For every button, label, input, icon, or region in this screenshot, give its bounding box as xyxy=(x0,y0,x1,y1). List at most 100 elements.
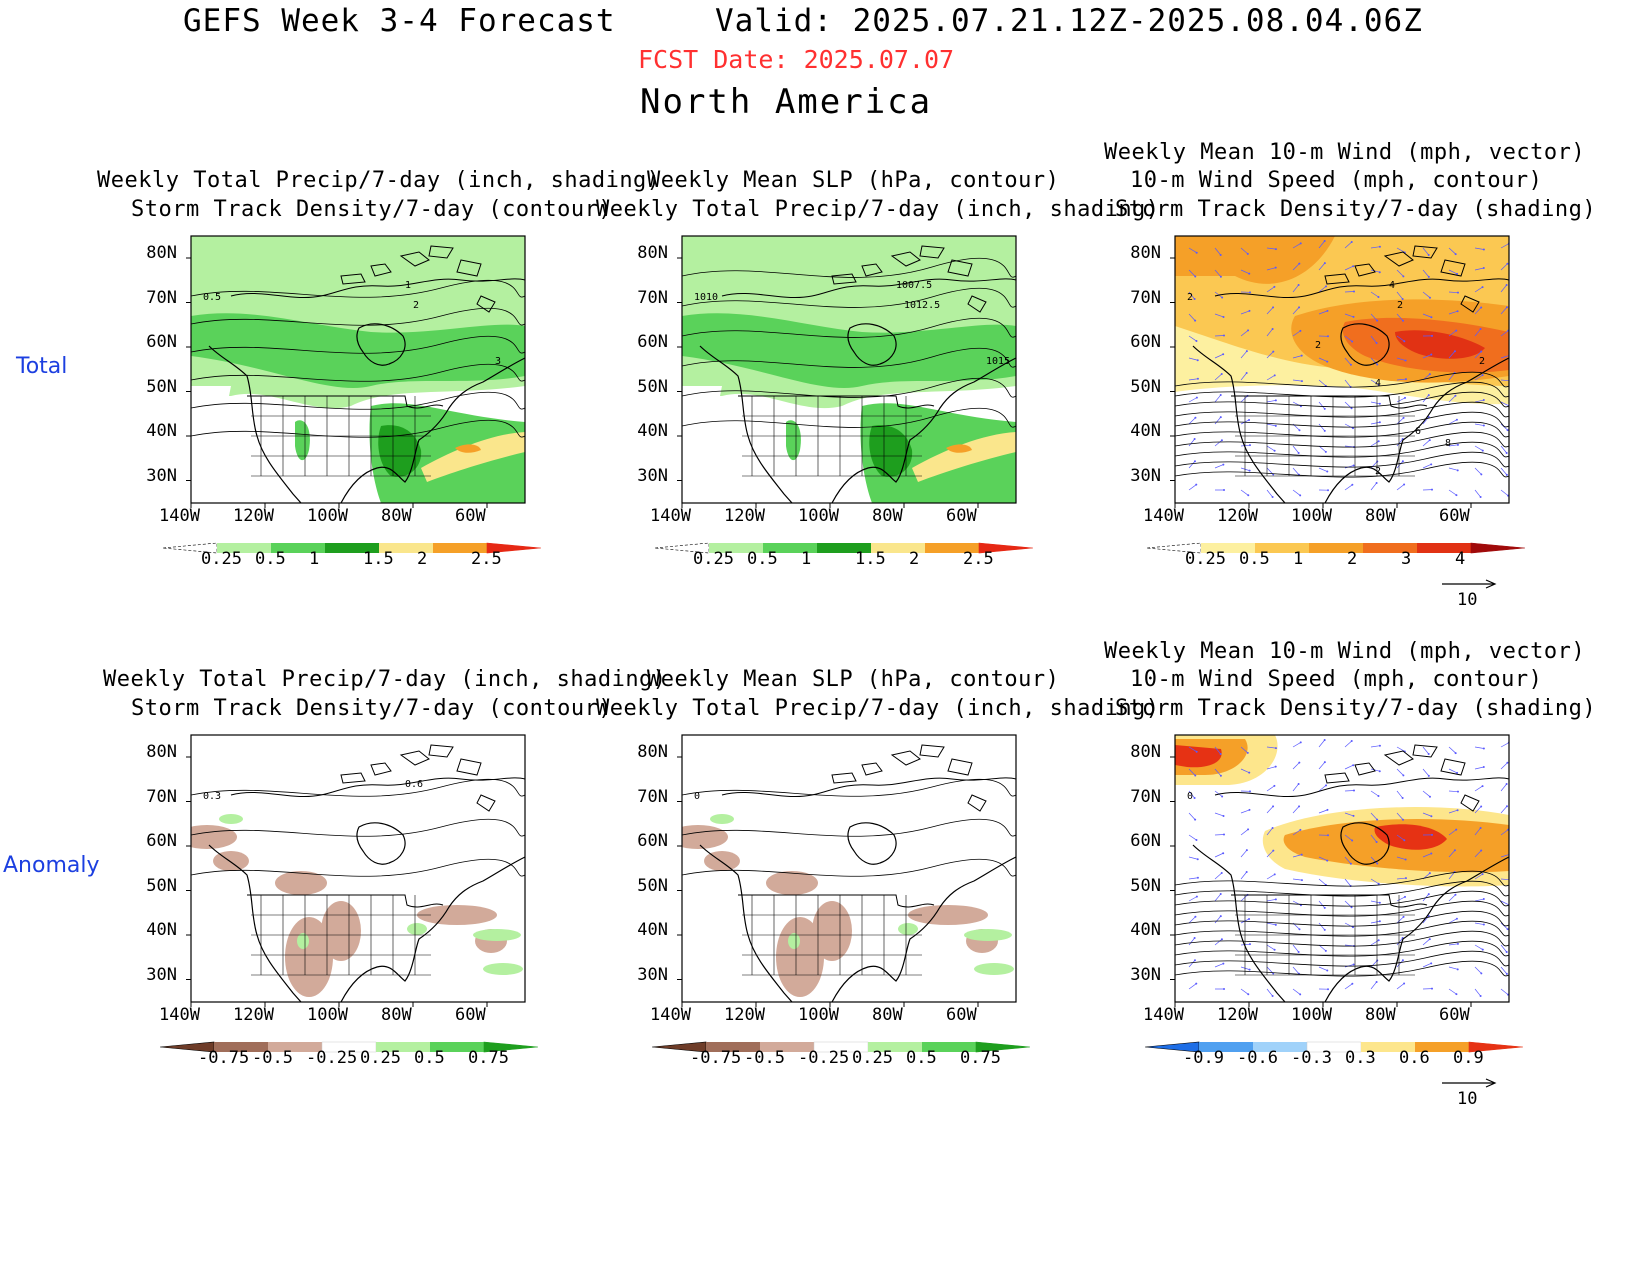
latitude-tick-label: 50N xyxy=(637,376,668,397)
longitude-tick-label: 100W xyxy=(1291,1005,1332,1025)
panel-2-title-line2: Weekly Total Precip/7-day (inch, shading… xyxy=(596,197,1160,222)
latitude-tick-label: 40N xyxy=(637,421,668,441)
colorbar-tick-label: 1 xyxy=(309,549,320,569)
latitude-tick-label: 80N xyxy=(146,243,177,263)
longitude-tick-label: 80W xyxy=(381,1005,412,1025)
colorbar-tick-label: 2 xyxy=(1347,549,1358,569)
longitude-tick-label: 140W xyxy=(159,1005,200,1025)
latitude-tick-label: 70N xyxy=(146,786,177,807)
colorbar-tick-label: 0.25 xyxy=(1185,549,1226,569)
latitude-tick-label: 80N xyxy=(146,742,177,762)
colorbar-storm_anom xyxy=(1145,1041,1524,1053)
latitude-tick-label: 70N xyxy=(637,287,668,308)
contour-label: 4 xyxy=(1375,378,1381,389)
panel-5-title-line2: Weekly Total Precip/7-day (inch, shading… xyxy=(596,696,1160,721)
latitude-tick-label: 50N xyxy=(637,875,668,896)
map-panel-slp-precip-total: 1010 1007.5 1012.5 1015 xyxy=(672,231,1026,515)
longitude-tick-label: 60W xyxy=(946,506,977,526)
latitude-tick-label: 70N xyxy=(637,786,668,807)
vector-reference-arrow-icon xyxy=(1442,1078,1497,1088)
panel-2-title-line1: Weekly Mean SLP (hPa, contour) xyxy=(647,168,1060,193)
contour-label: 2 xyxy=(1375,466,1381,477)
colorbar-tick-label: 1.5 xyxy=(363,549,394,569)
contour-label: 6 xyxy=(1415,426,1421,437)
colorbar-tick-label: -0.75 xyxy=(690,1048,742,1068)
colorbar-tick-label: 0.5 xyxy=(414,1048,445,1068)
longitude-tick-label: 140W xyxy=(650,506,691,526)
colorbar-tick-label: 1 xyxy=(1293,549,1304,569)
colorbar-tick-label: 0.6 xyxy=(1399,1048,1430,1068)
latitude-tick-label: 80N xyxy=(1130,742,1161,762)
longitude-tick-label: 80W xyxy=(872,1005,903,1025)
longitude-tick-label: 60W xyxy=(1439,1005,1470,1025)
latitude-tick-label: 60N xyxy=(637,332,668,352)
latitude-tick-label: 80N xyxy=(637,742,668,762)
colorbar-tick-label: 3 xyxy=(1401,549,1412,569)
colorbar-precip_total xyxy=(163,542,542,554)
longitude-tick-label: 140W xyxy=(159,506,200,526)
contour-label: 8 xyxy=(1445,438,1451,449)
longitude-tick-label: 120W xyxy=(724,506,765,526)
colorbar-tick-label: 0.25 xyxy=(201,549,242,569)
colorbar-tick-label: 0.5 xyxy=(255,549,286,569)
region-title: North America xyxy=(640,82,933,122)
contour-label: 1012.5 xyxy=(904,300,940,311)
latitude-tick-label: 70N xyxy=(1130,786,1161,807)
contour-label: 1015 xyxy=(986,356,1010,367)
latitude-tick-label: 30N xyxy=(1130,964,1161,985)
colorbar-precip_total xyxy=(655,542,1034,554)
latitude-tick-label: 60N xyxy=(1130,831,1161,851)
contour-label: 1007.5 xyxy=(896,280,932,291)
contour-label: 0.6 xyxy=(405,779,423,790)
latitude-tick-label: 50N xyxy=(146,875,177,896)
latitude-tick-label: 60N xyxy=(146,332,177,352)
map-panel-wind-storm-anomaly: 0 xyxy=(1165,730,1519,1014)
panel-1-title-line2: Storm Track Density/7-day (contour) xyxy=(131,197,613,222)
panel-3-title-line2: Storm Track Density/7-day (shading) xyxy=(1115,197,1597,222)
latitude-tick-label: 40N xyxy=(146,920,177,940)
contour-label: 2 xyxy=(1479,356,1485,367)
colorbar-tick-label: 2 xyxy=(909,549,920,569)
contour-label: 2 xyxy=(413,300,419,311)
colorbar-precip_anom xyxy=(160,1041,539,1053)
longitude-tick-label: 60W xyxy=(946,1005,977,1025)
vector-reference-anomaly xyxy=(1440,1075,1500,1094)
colorbar-tick-label: 0.5 xyxy=(906,1048,937,1068)
colorbar-tick-label: 0.75 xyxy=(468,1048,509,1068)
latitude-tick-label: 50N xyxy=(146,376,177,397)
panel-6-title-line1: 10-m Wind Speed (mph, contour) xyxy=(1130,667,1543,692)
colorbar-tick-label: -0.25 xyxy=(306,1048,358,1068)
longitude-tick-label: 140W xyxy=(1143,506,1184,526)
panel-5-title-line1: Weekly Mean SLP (hPa, contour) xyxy=(647,667,1060,692)
panel-6-title-line0: Weekly Mean 10-m Wind (mph, vector) xyxy=(1104,639,1586,664)
longitude-tick-label: 80W xyxy=(381,506,412,526)
colorbar-tick-label: 0.9 xyxy=(1453,1048,1484,1068)
latitude-tick-label: 60N xyxy=(146,831,177,851)
colorbar-tick-label: 0.5 xyxy=(747,549,778,569)
panel-3-title-line1: 10-m Wind Speed (mph, contour) xyxy=(1130,168,1543,193)
colorbar-tick-label: 1 xyxy=(801,549,812,569)
colorbar-tick-label: 0.3 xyxy=(1345,1048,1376,1068)
longitude-tick-label: 120W xyxy=(724,1005,765,1025)
valid-range: Valid: 2025.07.21.12Z-2025.08.04.06Z xyxy=(715,3,1423,39)
latitude-tick-label: 50N xyxy=(1130,875,1161,896)
latitude-tick-label: 80N xyxy=(1130,243,1161,263)
figure-title: GEFS Week 3-4 Forecast xyxy=(183,3,616,39)
row-label-anomaly: Anomaly xyxy=(3,853,100,878)
latitude-tick-label: 30N xyxy=(637,964,668,985)
colorbar-tick-label: 0.25 xyxy=(693,549,734,569)
latitude-tick-label: 30N xyxy=(1130,465,1161,486)
panel-6-title-line2: Storm Track Density/7-day (shading) xyxy=(1115,696,1597,721)
latitude-tick-label: 40N xyxy=(637,920,668,940)
longitude-tick-label: 60W xyxy=(455,506,486,526)
longitude-tick-label: 100W xyxy=(798,1005,839,1025)
latitude-tick-label: 70N xyxy=(1130,287,1161,308)
vector-reference-arrow-icon xyxy=(1442,579,1497,589)
map-panel-precip-storm-anomaly: 0.3 0.6 xyxy=(181,730,535,1014)
colorbar-tick-label: 0.5 xyxy=(1239,549,1270,569)
latitude-tick-label: 60N xyxy=(637,831,668,851)
colorbar-tick-label: 0.75 xyxy=(960,1048,1001,1068)
latitude-tick-label: 60N xyxy=(1130,332,1161,352)
latitude-tick-label: 40N xyxy=(146,421,177,441)
